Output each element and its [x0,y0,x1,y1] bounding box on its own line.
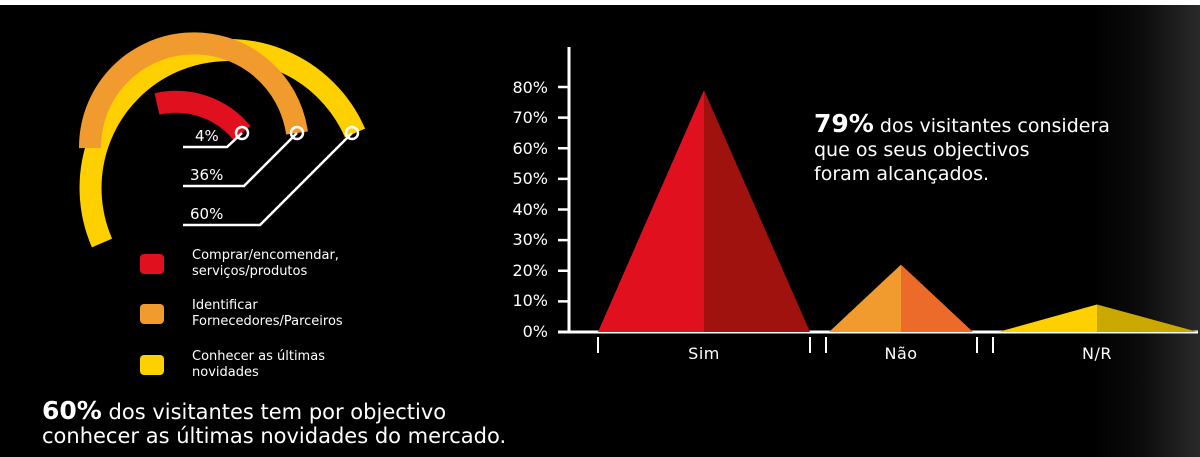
y-tick-label-0: 0% [522,322,548,341]
peak-nr-shade [1097,304,1198,332]
legend-swatch-orange [140,304,164,324]
legend-item-comprar: Comprar/encomendar, serviços/produtos [140,248,420,282]
arc-comprar-encomendar [154,90,251,141]
right-note-line-2: que os seus objectivos [814,139,1030,161]
top-border [0,0,1200,5]
bottom-note-line-1: 60% dos visitantes tem por objectivo [42,396,506,425]
bottom-note-line-2: conhecer as últimas novidades do mercado… [42,424,507,448]
y-tick-label-40: 40% [512,200,548,219]
y-tick-label-60: 60% [512,139,548,158]
right-note-line-3: foram alcançados. [814,163,990,185]
radial-chart [78,32,366,248]
legend-swatch-red [140,254,164,274]
y-tick-label-70: 70% [512,108,548,127]
right-note-text-1: dos visitantes considera [873,115,1110,137]
y-tick-label-50: 50% [512,169,548,188]
legend-swatch-yellow [140,355,164,375]
marker-36pct [289,125,305,141]
y-tick-label-80: 80% [512,78,548,97]
peak-nao-shade [901,264,973,332]
legend-item-identificar: Identificar Fornecedores/Parceiros [140,298,420,332]
radial-label-36pct: 36% [190,166,224,184]
marker-60pct [344,125,360,141]
peak-sim-light [598,90,704,332]
x-label-nr: N/R [1082,344,1112,363]
peak-nao-light [829,264,901,332]
legend-item-conhecer: Conhecer as últimas novidades [140,349,420,383]
x-label-nao: Não [884,344,918,363]
leader-line-36pct [183,132,298,188]
y-tick-marks [558,85,569,334]
legend-label-identificar: Identificar Fornecedores/Parceiros [192,298,343,329]
bottom-note: 60% dos visitantes tem por objectivo con… [42,396,507,448]
peak-nr-light [998,304,1097,332]
bottom-note-highlight: 60% [42,396,102,425]
leader-line-60pct [183,132,353,227]
bottom-note-text-1: dos visitantes tem por objectivo [101,400,447,424]
right-note-highlight: 79% [814,109,874,138]
y-tick-label-20: 20% [512,261,548,280]
radial-label-4pct: 4% [195,127,219,145]
bar-chart-peaks [598,90,1198,332]
radial-label-60pct: 60% [190,205,224,223]
right-note: 79% dos visitantes considera que os seus… [814,109,1110,186]
y-tick-label-30: 30% [512,230,548,249]
legend-label-comprar: Comprar/encomendar, serviços/produtos [192,248,339,279]
x-label-sim: Sim [688,344,720,363]
legend-label-conhecer: Conhecer as últimas novidades [192,349,325,380]
arc-conhecer-ultimas-novidades [79,39,366,248]
y-tick-label-10: 10% [512,291,548,310]
right-note-line-1: 79% dos visitantes considera [814,109,1110,138]
peak-sim-shade [704,90,810,332]
marker-4pct [234,125,250,141]
arc-identificar-fornecedores [78,32,308,149]
